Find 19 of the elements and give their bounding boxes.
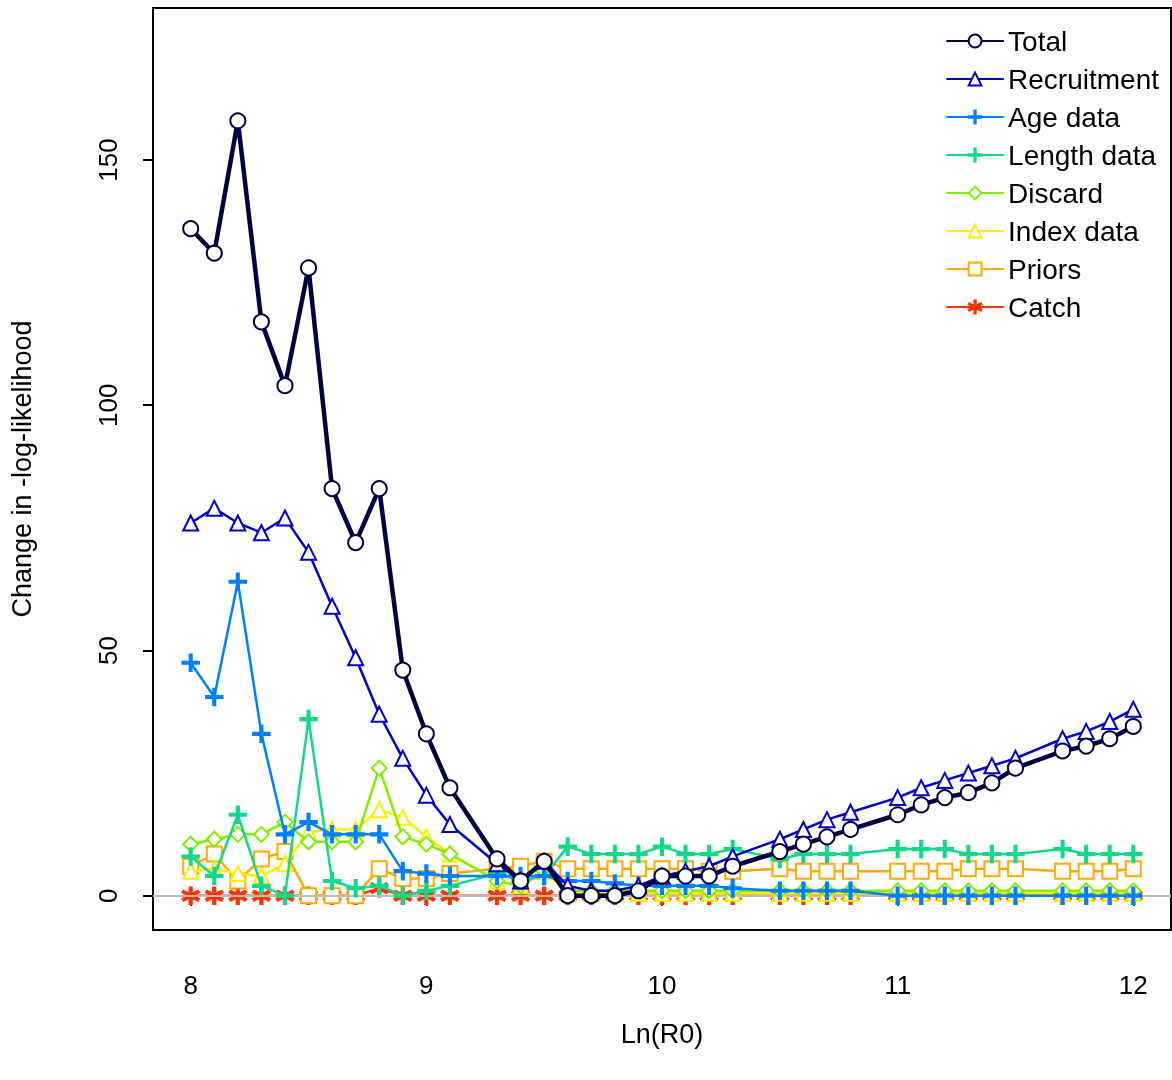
y-tick-label: 150 [93,138,123,182]
legend-label: Priors [1008,253,1082,285]
x-tick-label: 9 [419,970,434,1000]
legend-label: Age data [1008,101,1121,133]
legend-label: Total [1008,25,1068,57]
x-tick-label: 12 [1118,970,1148,1000]
y-axis-title: Change in -log-likelihood [6,320,37,618]
legend-label: Index data [1008,215,1140,247]
legend-label: Catch [1008,291,1082,323]
legend-label: Recruitment [1008,63,1160,95]
legend-label: Length data [1008,139,1157,171]
legend-label: Discard [1008,177,1103,209]
y-tick-label: 50 [93,636,123,665]
x-tick-label: 11 [884,970,912,1000]
x-tick-label: 8 [183,970,198,1000]
y-tick-label: 0 [93,888,123,903]
y-tick-label: 100 [93,383,123,427]
x-axis-title: Ln(R0) [620,1018,704,1049]
x-tick-label: 10 [647,970,677,1000]
